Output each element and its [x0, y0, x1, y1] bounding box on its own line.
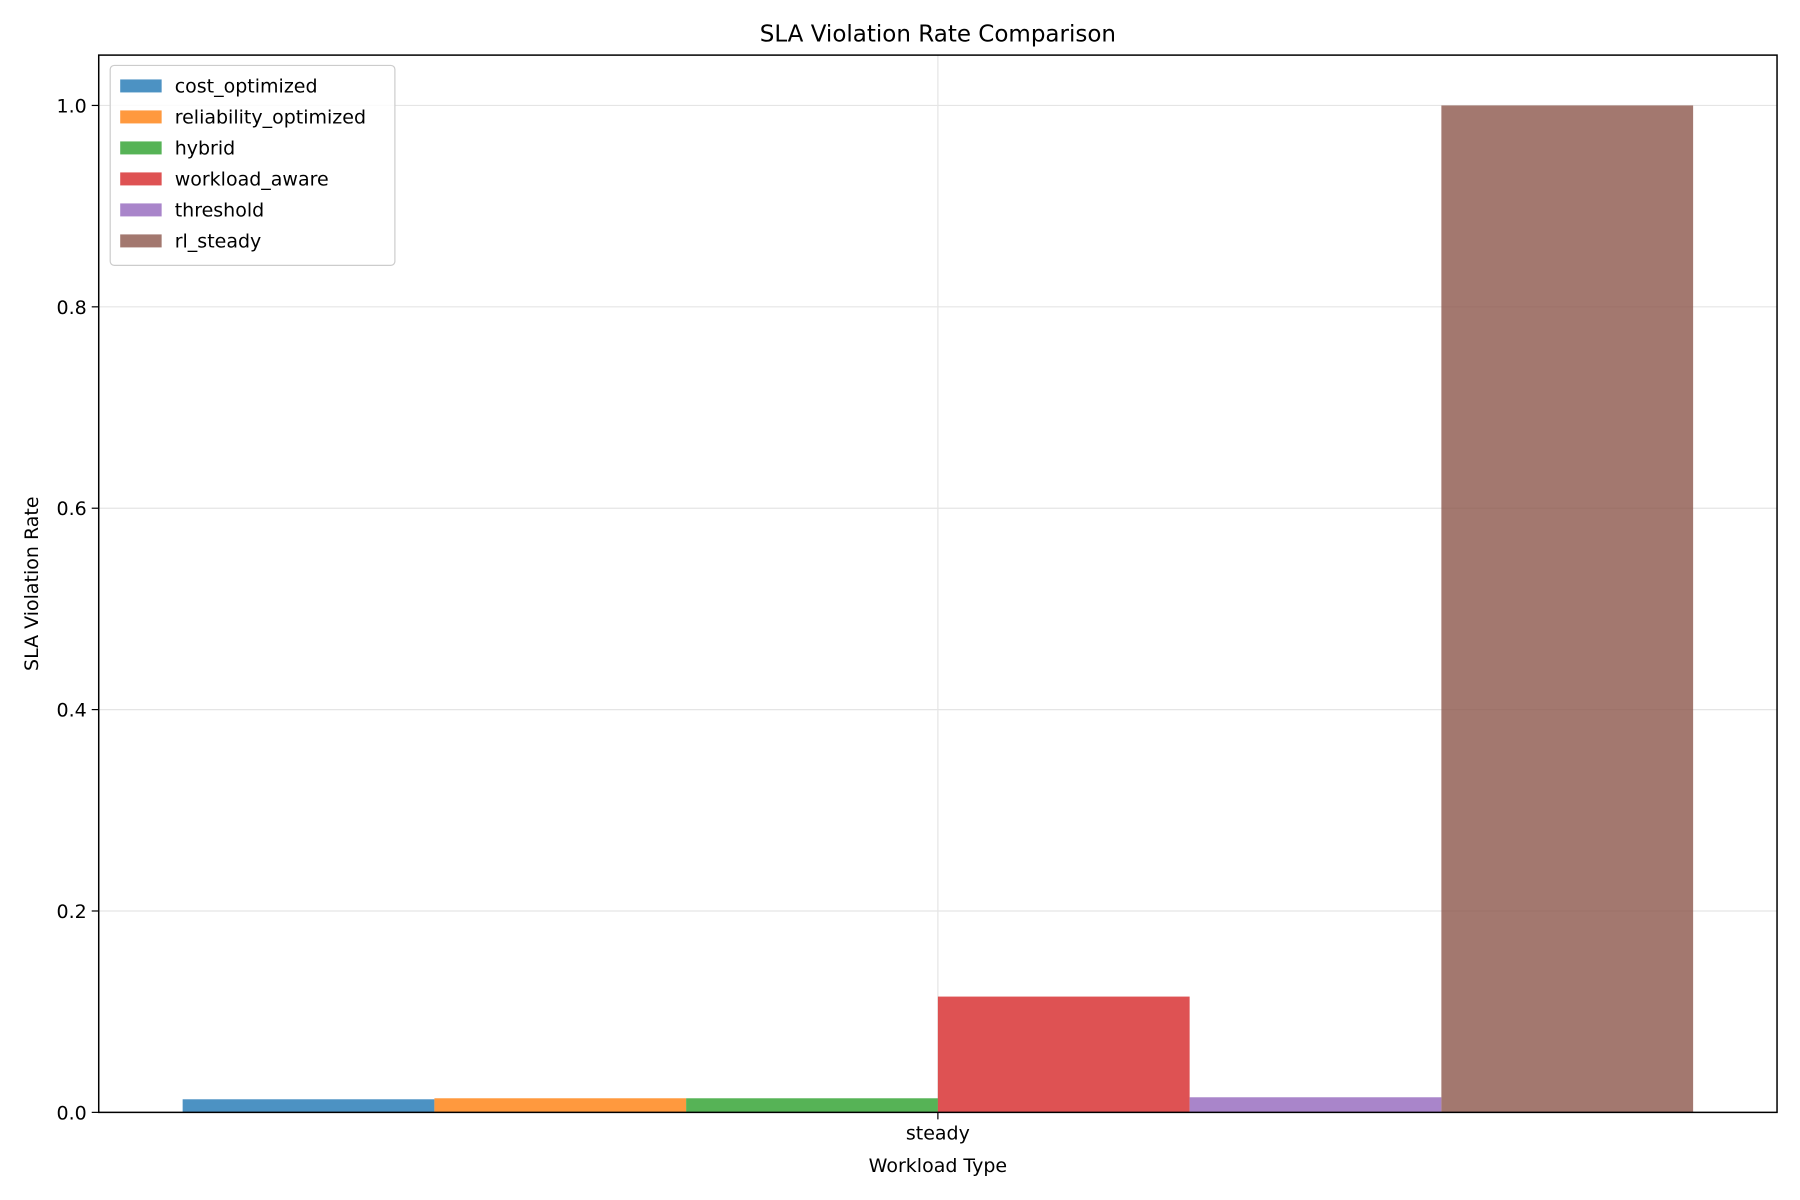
y-axis-title: SLA Violation Rate	[21, 496, 43, 671]
y-tick-label: 0.6	[57, 498, 87, 520]
legend: cost_optimized reliability_optimizedhybri…	[109, 64, 396, 267]
chart-title: SLA Violation Rate Comparison	[760, 21, 1116, 47]
legend-swatch	[120, 203, 162, 217]
x-axis-title: Workload Type	[869, 1155, 1007, 1177]
legend-label: hybrid	[175, 137, 236, 159]
axis-ticks: 0.0 0.2 0.4 0.6 0.8 1.0 steady	[57, 95, 970, 1144]
bar-reliability-optimized	[434, 1098, 687, 1113]
legend-swatch	[120, 172, 162, 186]
legend-label: rl_steady	[175, 230, 262, 252]
legend-swatch	[120, 110, 162, 124]
bar-threshold	[1189, 1097, 1442, 1113]
y-tick-label: 0.8	[57, 297, 87, 319]
legend-label: reliability_optimized	[175, 106, 366, 128]
x-tick-label: steady	[906, 1122, 970, 1144]
bar-hybrid	[686, 1098, 938, 1113]
y-tick-label: 1.0	[57, 95, 87, 117]
legend-swatch	[120, 234, 162, 248]
legend-label: cost_optimized	[175, 75, 318, 97]
y-tick-label: 0.0	[57, 1102, 87, 1124]
bar-rl-steady	[1441, 105, 1694, 1113]
legend-swatch	[120, 79, 162, 93]
legend-label: workload_aware	[175, 168, 329, 190]
bar-workload-aware	[937, 996, 1190, 1113]
bars	[182, 105, 1694, 1113]
bar-cost-optimized	[182, 1099, 435, 1113]
y-tick-label: 0.2	[57, 901, 87, 923]
legend-label: threshold	[175, 199, 264, 221]
legend-box	[109, 64, 396, 267]
legend-swatch	[120, 141, 162, 155]
y-tick-label: 0.4	[57, 700, 87, 722]
